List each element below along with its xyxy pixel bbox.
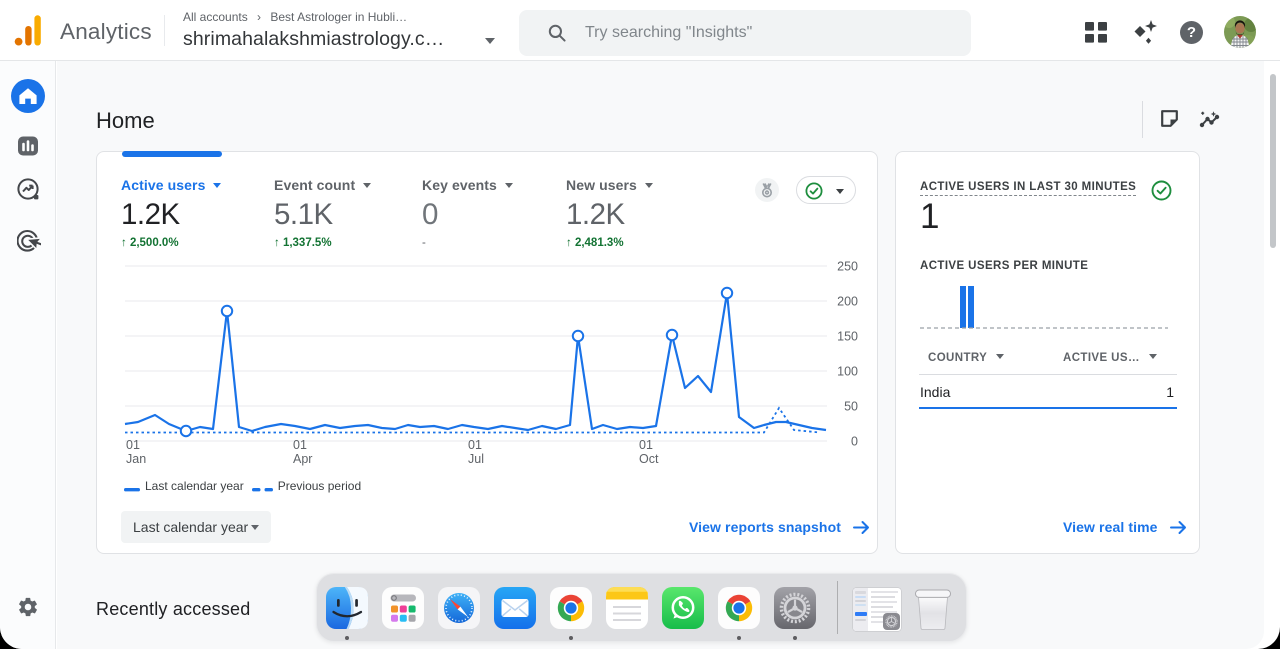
svg-text:Jul: Jul: [468, 452, 484, 466]
svg-text:0: 0: [851, 435, 858, 449]
svg-text:Apr: Apr: [293, 452, 312, 466]
svg-text:01: 01: [293, 438, 307, 452]
svg-text:01: 01: [126, 438, 140, 452]
svg-text:01: 01: [468, 438, 482, 452]
svg-text:50: 50: [844, 400, 858, 414]
svg-text:250: 250: [837, 260, 858, 274]
svg-text:200: 200: [837, 295, 858, 309]
svg-text:01: 01: [639, 438, 653, 452]
svg-text:100: 100: [837, 365, 858, 379]
svg-text:Jan: Jan: [126, 452, 146, 466]
svg-text:Oct: Oct: [639, 452, 659, 466]
svg-text:150: 150: [837, 330, 858, 344]
